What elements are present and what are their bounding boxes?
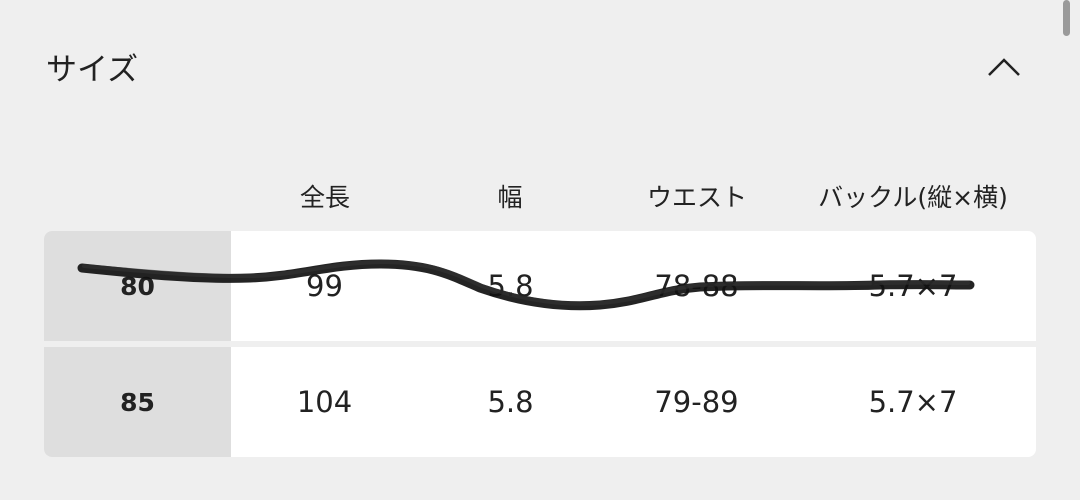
cell-length: 99	[306, 269, 343, 303]
cell-waist: 78-88	[654, 269, 739, 303]
section-title: サイズ	[46, 52, 139, 88]
cell-width: 5.8	[487, 269, 534, 303]
cell-width: 5.8	[487, 385, 534, 419]
cell-buckle: 5.7×7	[868, 385, 958, 419]
table-row: 85 104 5.8 79-89 5.7×7	[44, 347, 1036, 457]
scrollbar[interactable]	[1063, 0, 1070, 36]
cell-length: 104	[296, 385, 353, 419]
chevron-up-icon[interactable]	[986, 52, 1022, 82]
table-row: 80 99 5.8 78-88 5.7×7	[44, 231, 1036, 341]
column-header-length: 全長	[299, 183, 350, 212]
size-label: 85	[44, 347, 231, 457]
size-table: 80 99 5.8 78-88 5.7×7 85 104 5.8 79-89 5…	[44, 231, 1036, 457]
column-header-buckle: バックル(縦×横)	[818, 183, 1008, 212]
column-header-waist: ウエスト	[646, 183, 747, 212]
cell-buckle: 5.7×7	[868, 269, 958, 303]
column-header-width: 幅	[497, 183, 523, 212]
cell-waist: 79-89	[654, 385, 739, 419]
size-label: 80	[44, 231, 231, 341]
